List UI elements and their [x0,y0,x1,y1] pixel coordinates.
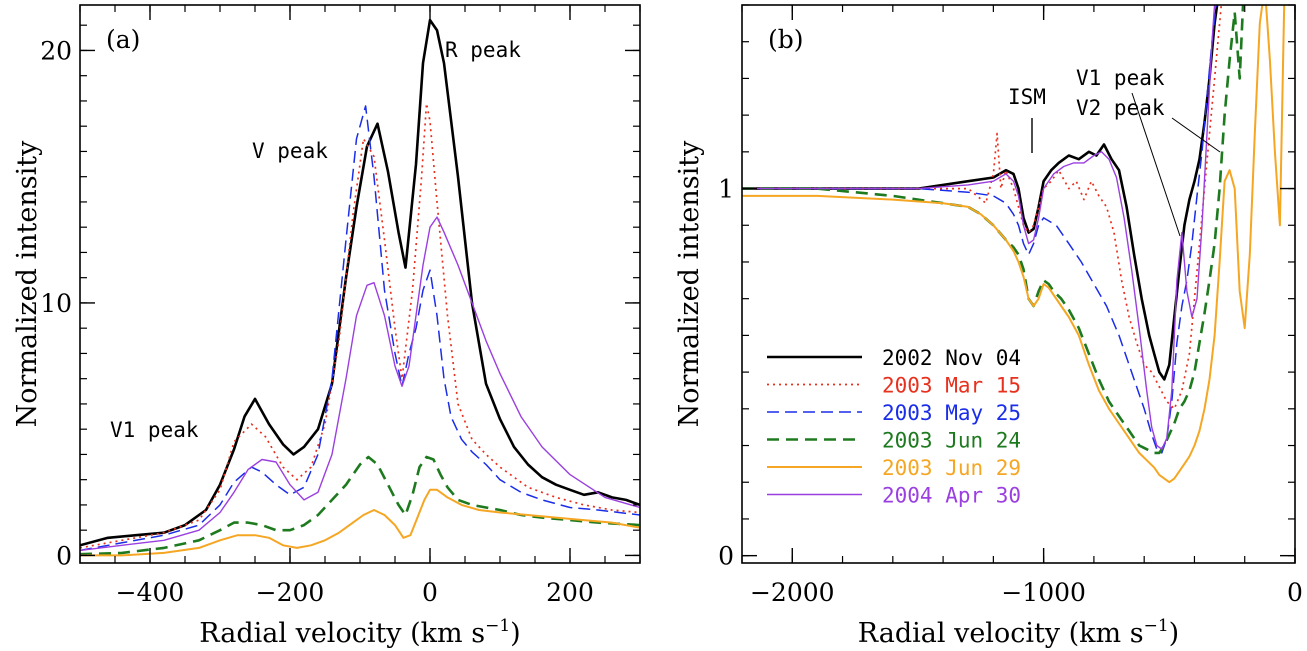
y-tick-label: 0 [56,541,72,570]
series-line-2002-nov-04 [742,5,1219,381]
y-tick-label: 0 [718,542,734,571]
x-axis-title: Radial velocity (km s−1) [199,616,520,649]
series-line-2003-jun-29 [80,488,640,557]
panel-a: −400 −200 0 200 0 10 20 Radial velocity (km s−1… [12,4,641,649]
plot-frame [741,4,1296,564]
x-tick-label: −1000 [1001,578,1086,607]
series-line-2003-may-25 [742,5,1218,454]
legend-label: 2003 Mar 15 [882,374,1021,398]
x-tick-label: 0 [422,578,438,607]
legend-label: 2003 Jun 24 [882,429,1021,453]
legend-label: 2004 Apr 30 [882,484,1021,508]
annotation-v1-peak: V1 peak [110,418,199,442]
annotation-v2-peak: V2 peak [1076,96,1165,120]
panel-label: (a) [106,25,140,54]
y-axis-title: Normalized intensity [674,140,705,427]
series-line-2003-jun-29 [742,5,1286,484]
v2-pointer [1171,117,1221,153]
legend: 2002 Nov 04 2003 Mar 15 2003 May 25 2003 Ju… [767,346,1021,508]
series-line-2002-nov-04 [80,18,640,547]
panel-label: (b) [768,25,804,54]
annotation-ism: ISM [1008,85,1046,109]
legend-label: 2002 Nov 04 [882,346,1021,370]
series-line-2004-apr-30 [80,216,640,552]
legend-label: 2003 Jun 29 [882,456,1021,480]
series-group [742,5,1286,484]
series-line-2003-may-25 [80,105,640,552]
y-tick-label: 10 [40,289,72,318]
x-tick-label: 0 [1287,578,1303,607]
y-tick-label: 1 [718,175,734,204]
annotation-v-peak: V peak [252,139,328,163]
x-tick-label: −400 [116,578,185,607]
legend-label: 2003 May 25 [882,401,1021,425]
v1-pointer [1131,92,1181,237]
panel-b: −2000 −1000 0 0 1 Radial velocity (km s−1) Nor… [674,4,1303,649]
x-tick-label: −2000 [750,578,835,607]
x-tick-label: −200 [256,578,325,607]
series-group [80,18,640,557]
y-axis-title: Normalized intensity [12,140,43,427]
annotation-v1-peak: V1 peak [1076,66,1165,90]
x-tick-label: 200 [546,578,594,607]
x-axis-title: Radial velocity (km s−1) [858,616,1179,649]
annotation-r-peak: R peak [445,38,521,62]
series-line-2003-mar-15 [80,102,640,549]
plot-frame [79,4,641,564]
y-tick-label: 20 [40,36,72,65]
series-line-2004-apr-30 [742,5,1216,450]
